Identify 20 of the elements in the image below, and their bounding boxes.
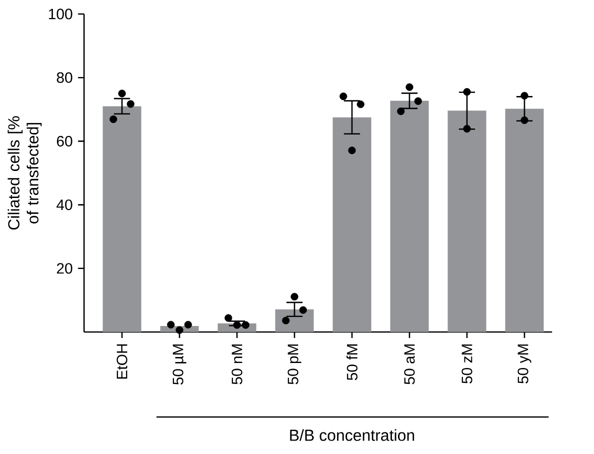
bar <box>102 106 142 332</box>
x-tick-label: 50 zM <box>462 344 472 384</box>
bar <box>390 100 429 332</box>
y-tick-label: 20 <box>56 263 72 274</box>
y-tick-label: 60 <box>56 136 72 146</box>
y-tick-label: 40 <box>56 199 72 210</box>
x-tick-label: 50 aM <box>404 344 415 384</box>
x-tick-label: 50 yM <box>518 344 532 384</box>
x-tick-label: 50 µM <box>172 344 186 385</box>
x-axis-title: B/B concentration <box>290 429 414 441</box>
x-tick-label: 50 fM <box>346 344 358 380</box>
x-tick-label: EtOH <box>116 344 128 379</box>
x-tick-label: 50 nM <box>232 344 242 384</box>
bar <box>448 110 486 332</box>
bar <box>332 117 372 332</box>
y-tick-label: 80 <box>56 72 72 83</box>
y-axis-title: Ciliated cells [% of transfected] <box>8 116 42 230</box>
x-tick-label: 50 pM <box>288 344 302 384</box>
bar <box>505 108 544 332</box>
y-tick-label: 100 <box>48 8 72 20</box>
